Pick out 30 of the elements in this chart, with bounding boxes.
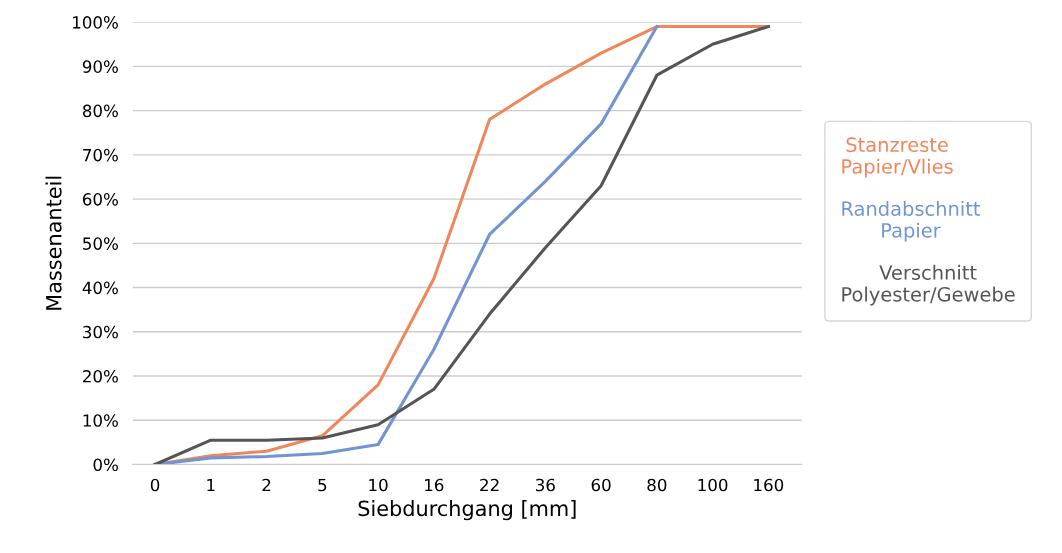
x-tick-label: 80 <box>647 478 667 492</box>
y-axis-title: Massenanteil <box>45 176 62 310</box>
text: Stanzreste Papier/Vlies <box>842 137 953 178</box>
x-tick-label: 16 <box>425 478 444 492</box>
x-tick-label: 60 <box>591 478 611 492</box>
y-tick-label: 90% <box>82 60 118 73</box>
x-tick-label: 22 <box>480 478 499 492</box>
y-tick-label: 0% <box>93 458 118 472</box>
x-tick-label: 2 <box>262 478 271 492</box>
x-tick-label: 10 <box>369 478 388 492</box>
y-tick-label: 30% <box>83 325 118 339</box>
x-tick-label: 160 <box>754 478 784 492</box>
x-axis-title: Siebdurchgang [mm] <box>358 500 576 521</box>
text: Verschnitt Polyester/Gewebe <box>842 264 1015 306</box>
y-tick-label: 100% <box>73 16 118 29</box>
y-tick-label: 10% <box>83 414 118 427</box>
y-tick-label: 70% <box>83 148 118 162</box>
x-tick-label: 36 <box>536 478 555 492</box>
line-series <box>153 25 770 465</box>
y-tick-label: 80% <box>82 104 118 118</box>
text: Randabschnitt Papier <box>842 200 981 242</box>
y-tick-label: 60% <box>82 193 118 206</box>
y-tick-label: 40% <box>82 281 118 295</box>
y-tick-label: 50% <box>83 237 118 250</box>
x-tick-label: 0 <box>150 478 160 492</box>
x-tick-label: 100 <box>698 478 728 492</box>
x-tick-label: 1 <box>207 478 215 492</box>
x-tick-label: 5 <box>318 478 327 492</box>
y-tick-label: 20% <box>83 370 118 383</box>
line-series <box>153 25 659 465</box>
